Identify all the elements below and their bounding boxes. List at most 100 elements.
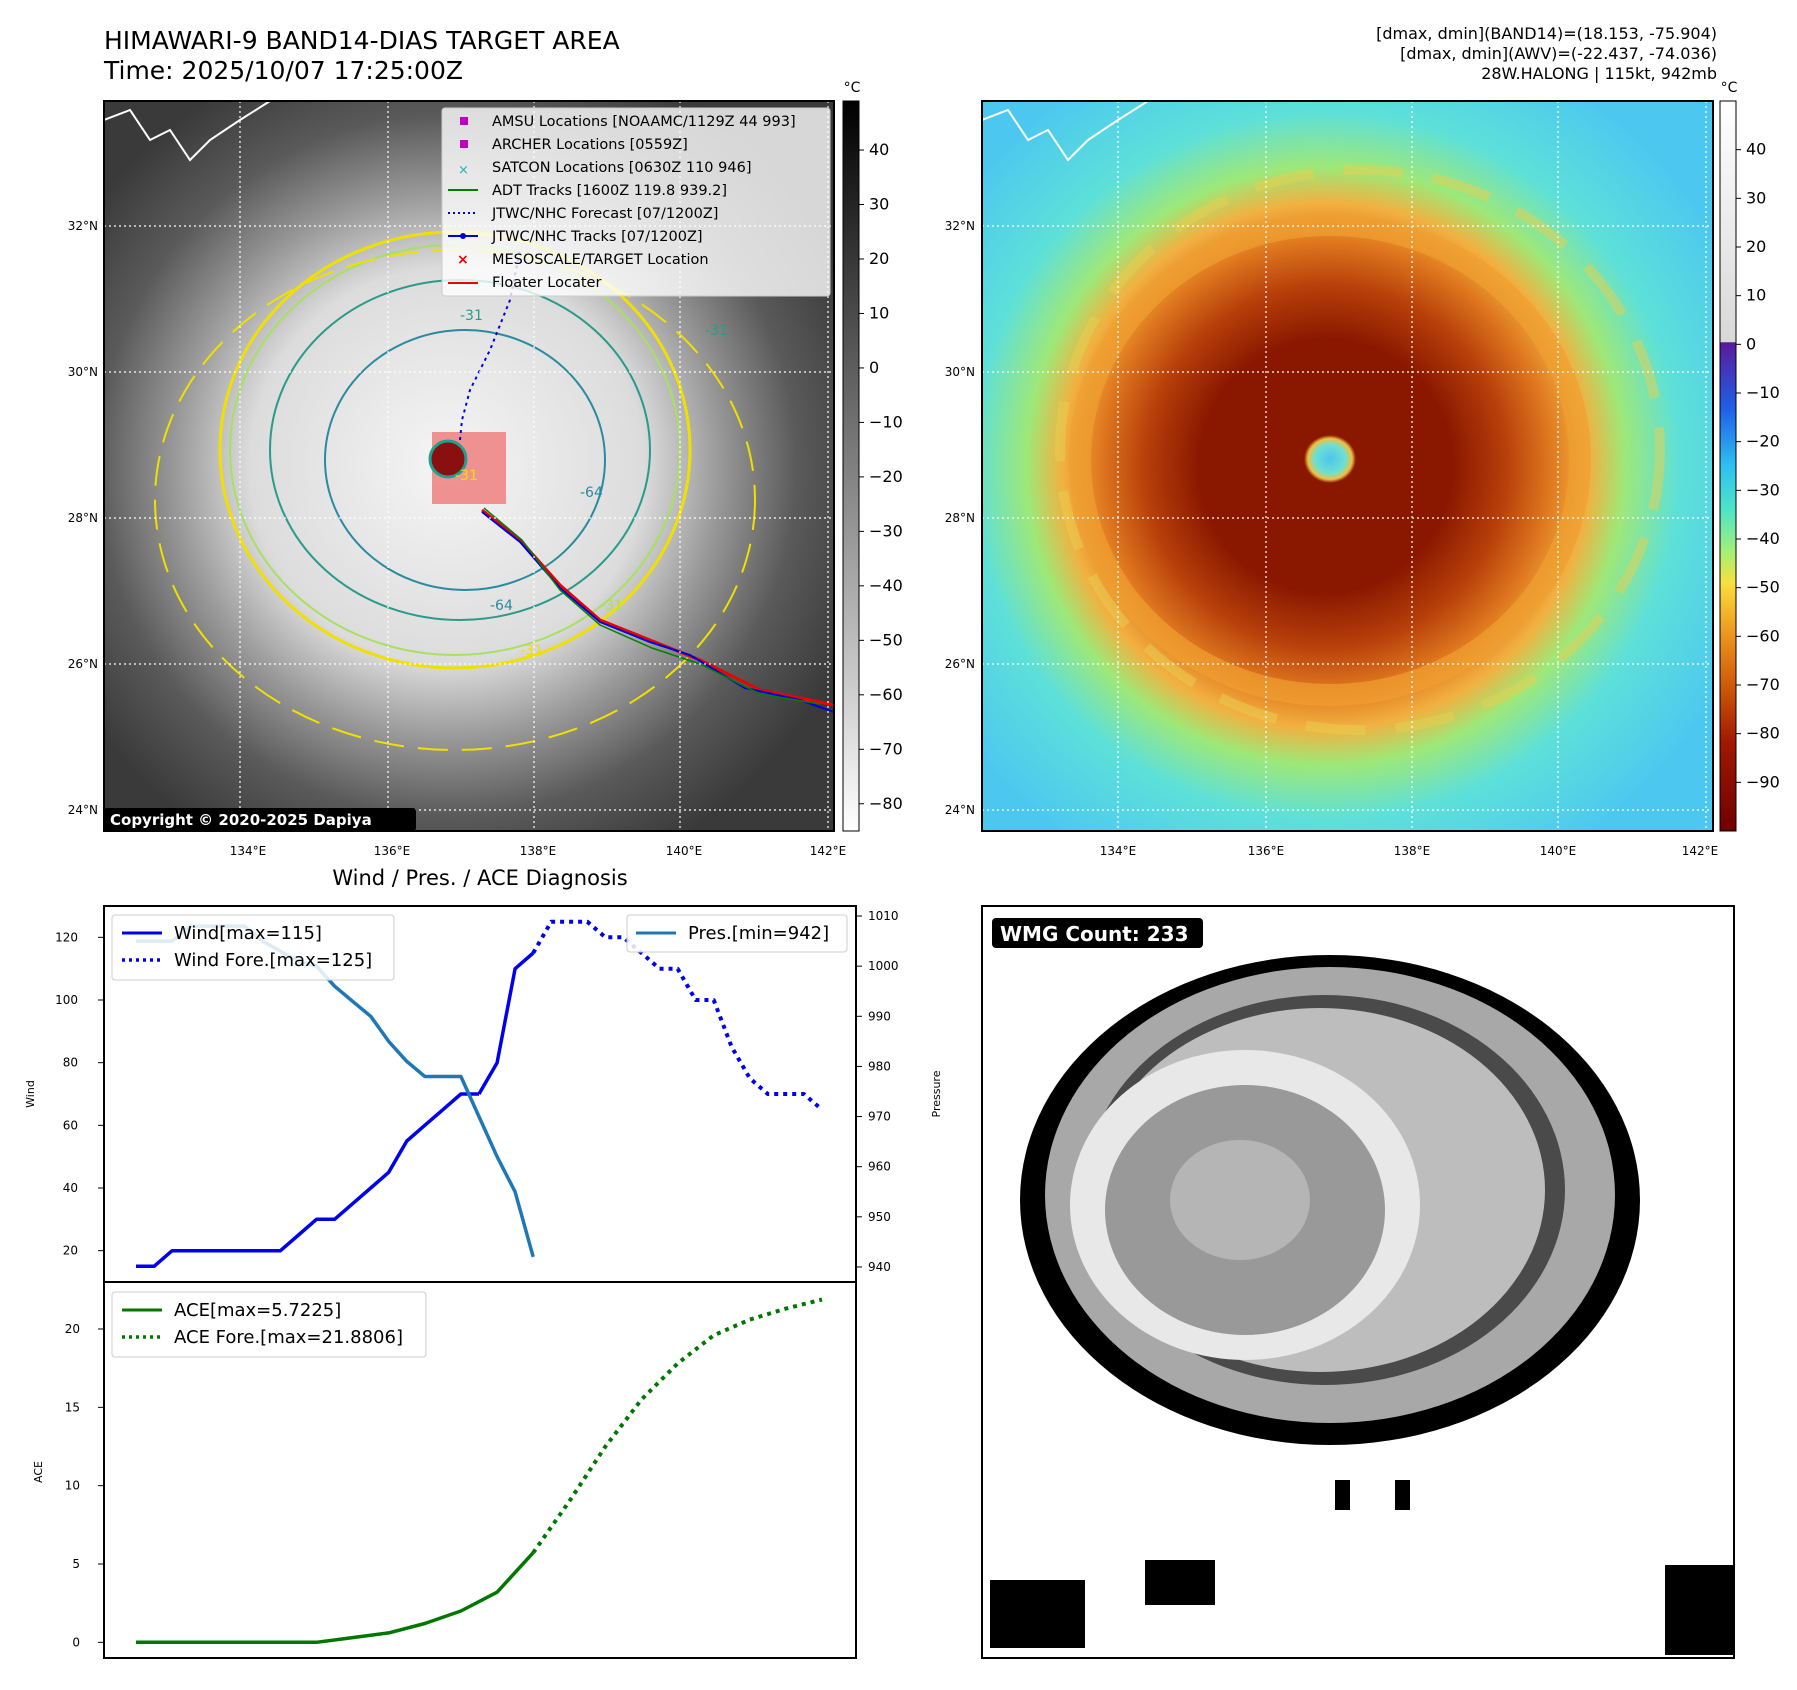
pressure-tick-label: 980 <box>868 1059 891 1073</box>
lon-label: 142°E <box>810 844 847 858</box>
lon-label: 138°E <box>520 844 557 858</box>
legend-label: Floater Locater <box>492 275 601 291</box>
colorbar-tick-label: −40 <box>1746 529 1780 548</box>
color-outer-band <box>1055 165 1665 735</box>
contour-label: -31 <box>705 323 728 339</box>
colorbar-tick-label: 10 <box>869 303 889 322</box>
ace-tick-label: 10 <box>65 1479 80 1493</box>
color-map-grid <box>982 101 1713 831</box>
colorbar-tick-label: 20 <box>869 249 889 268</box>
pressure-tick-label: 1010 <box>868 909 899 923</box>
colorbar-tick-label: −50 <box>1746 578 1780 597</box>
pressure-tick-label: 960 <box>868 1160 891 1174</box>
wmg-block <box>990 1580 1085 1648</box>
contour-label: -31 <box>600 598 623 614</box>
colorbar-tick-label: −70 <box>869 739 903 758</box>
wind-tick-label: 40 <box>63 1181 78 1195</box>
contour-label: -64 <box>490 598 513 614</box>
coastline <box>104 101 271 162</box>
ace-tick-label: 20 <box>65 1322 80 1336</box>
pressure-tick-label: 990 <box>868 1009 891 1023</box>
legend-ace-fore-label: ACE Fore.[max=21.8806] <box>174 1327 403 1348</box>
ace-tick-label: 15 <box>65 1400 80 1414</box>
legend-label: SATCON Locations [0630Z 110 946] <box>492 160 751 176</box>
lat-label: 30°N <box>68 365 98 379</box>
lon-label: 134°E <box>230 844 267 858</box>
pressure-ylabel: Pressure <box>930 1070 943 1117</box>
colorbar-color-ticks: 40 30 20 10 0 −10 −20 −30 −40 −50 −60 −70 −80 −90 <box>1736 140 1780 791</box>
lat-label: 28°N <box>945 511 975 525</box>
legend-dot-jtwc <box>460 233 466 239</box>
colorbar-color <box>1719 100 1737 832</box>
legend-marker-archer <box>460 140 468 148</box>
ace-series-0 <box>136 1551 535 1645</box>
legend-wind-label: Wind[max=115] <box>174 923 322 944</box>
colorbar-gray-ticks: 40 30 20 10 0 −10 −20 −30 −40 −50 −60 −70 −80 <box>859 140 903 813</box>
contour-label: -31 <box>460 308 483 324</box>
lon-label: 136°E <box>374 844 411 858</box>
lon-label: 138°E <box>1394 844 1431 858</box>
wind-tick-label: 20 <box>63 1244 78 1258</box>
colorbar-tick-label: −90 <box>1746 772 1780 791</box>
wind-tick-label: 60 <box>63 1118 78 1132</box>
colorbar-tick-label: −60 <box>869 685 903 704</box>
left-map-lon-labels: 134°E 136°E 138°E 140°E 142°E <box>230 844 847 858</box>
contour-label: -31 <box>455 468 478 484</box>
ace-series-group <box>136 1297 823 1645</box>
colorbar-tick-label: −50 <box>869 630 903 649</box>
legend-pressure-label: Pres.[min=942] <box>688 923 829 944</box>
wmg-image <box>990 955 1735 1655</box>
right-map-lat-labels: 32°N 30°N 28°N 26°N 24°N <box>945 219 975 817</box>
wmg-block <box>1145 1560 1215 1605</box>
timestamp: Time: 2025/10/07 17:25:00Z <box>104 56 463 85</box>
legend-marker-satcon: × <box>458 163 469 178</box>
ace-tick-label: 0 <box>72 1635 80 1649</box>
colorbar-tick-label: −20 <box>1746 432 1780 451</box>
contour-label: -64 <box>580 485 603 501</box>
copyright: Copyright © 2020-2025 Dapiya <box>110 811 372 829</box>
colorbar-tick-label: 10 <box>1746 286 1766 305</box>
color-storm-eye <box>1304 435 1356 483</box>
wind-ylabel: Wind <box>24 1080 37 1108</box>
colorbar-tick-label: −80 <box>869 794 903 813</box>
colorbar-tick-label: 40 <box>869 140 889 159</box>
wmg-count-badge <box>992 918 1203 948</box>
lat-label: 24°N <box>945 803 975 817</box>
wmg-block <box>1335 1480 1350 1510</box>
legend-label: ADT Tracks [1600Z 119.8 939.2] <box>492 183 727 199</box>
colorbar-tick-label: 40 <box>1746 140 1766 159</box>
jtwc-track <box>481 511 834 713</box>
legend-label: MESOSCALE/TARGET Location <box>492 252 709 268</box>
legend-wind-fore-label: Wind Fore.[max=125] <box>174 950 372 971</box>
pressure-tick-label: 970 <box>868 1110 891 1124</box>
colorbar-tick-label: −30 <box>869 521 903 540</box>
ir-color-map <box>982 101 1713 831</box>
wind-tick-label: 100 <box>55 993 78 1007</box>
ace-series-1 <box>531 1297 823 1554</box>
lat-label: 26°N <box>945 657 975 671</box>
color-rainband <box>1069 214 1591 706</box>
colorbar-tick-label: 0 <box>869 358 879 377</box>
wind-tick-label: 80 <box>63 1056 78 1070</box>
right-map-lon-labels: 134°E 136°E 138°E 140°E 142°E <box>1100 844 1719 858</box>
wmg-block <box>1395 1480 1410 1510</box>
awv-range: [dmax, dmin](AWV)=(-22.437, -74.036) <box>1400 44 1717 63</box>
lat-label: 24°N <box>68 803 98 817</box>
colorbar-tick-label: −10 <box>1746 383 1780 402</box>
lat-label: 26°N <box>68 657 98 671</box>
legend-label: ARCHER Locations [0559Z] <box>492 137 688 153</box>
wind-y-ticks: 20 40 60 80 100 120 <box>55 930 104 1258</box>
colorbar-tick-label: 30 <box>869 195 889 214</box>
colorbar-gray <box>842 100 860 832</box>
colorbar-tick-label: −30 <box>1746 480 1780 499</box>
left-map-lat-labels: 32°N 30°N 28°N 26°N 24°N <box>68 219 98 817</box>
contour-inner <box>324 329 606 591</box>
band14-range: [dmax, dmin](BAND14)=(18.153, -75.904) <box>1376 24 1717 43</box>
colorbar-tick-label: 30 <box>1746 188 1766 207</box>
page-title: HIMAWARI-9 BAND14-DIAS TARGET AREA <box>104 26 620 55</box>
wmg-eye <box>1170 1140 1310 1260</box>
wind-series-0 <box>136 1092 479 1269</box>
pressure-tick-label: 940 <box>868 1260 891 1274</box>
legend-marker-target: × <box>457 252 469 268</box>
